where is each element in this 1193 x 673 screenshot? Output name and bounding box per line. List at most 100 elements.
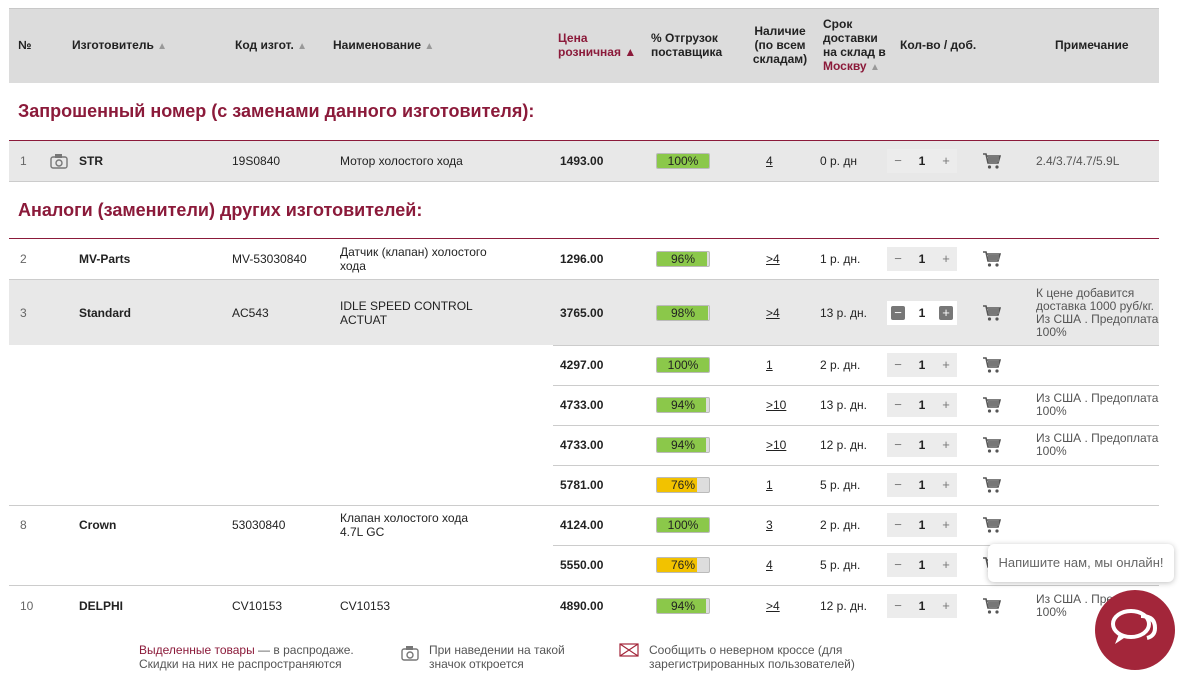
qty-plus-button[interactable]: + (942, 437, 950, 452)
row-number: 10 (20, 599, 34, 613)
qty-minus-button[interactable]: − (894, 153, 902, 168)
qty-plus-button[interactable]: + (942, 517, 950, 532)
header-code[interactable]: Код изгот. ▲ (235, 38, 307, 54)
manufacturer-code: MV-53030840 (232, 252, 307, 266)
add-to-cart-icon[interactable] (982, 304, 1002, 322)
row-divider (553, 345, 1159, 346)
qty-minus-button[interactable]: − (894, 557, 902, 572)
header-avail-l3: складам) (752, 52, 808, 66)
footer-sale-rest: — в распродаже. (254, 643, 354, 657)
note-l1: Из США . Предоплата (1036, 391, 1159, 405)
qty-value[interactable]: 1 (918, 154, 926, 168)
add-to-cart-icon[interactable] (982, 516, 1002, 534)
availability-link[interactable]: >4 (766, 305, 780, 320)
header-shipment: % Отгрузок поставщика (651, 31, 722, 59)
availability-link[interactable]: >4 (766, 599, 780, 613)
chat-bubble[interactable]: Напишите нам, мы онлайн! (988, 544, 1174, 582)
qty-plus-button[interactable]: + (942, 397, 950, 412)
price: 4124.00 (560, 518, 604, 532)
delivery-time: 1 р. дн. (820, 252, 861, 266)
qty-plus-button[interactable]: + (942, 598, 950, 613)
qty-minus-button[interactable]: − (894, 598, 902, 613)
chat-button[interactable] (1095, 590, 1175, 670)
availability-link[interactable]: >4 (766, 252, 780, 266)
header-qty: Кол-во / доб. (900, 38, 977, 52)
header-delivery[interactable]: Срок доставки на склад в Москву ▲ (823, 17, 886, 75)
quantity-stepper[interactable]: − 1 + (887, 594, 957, 618)
row-note: 2.4/3.7/4.7/5.9L (1036, 153, 1159, 168)
availability-link[interactable]: 1 (766, 358, 773, 372)
note-l1: Из США . Предоплата (1036, 431, 1159, 445)
qty-plus-button[interactable]: + (942, 557, 950, 572)
quantity-stepper[interactable]: − 1 + (887, 433, 957, 457)
qty-value[interactable]: 1 (918, 398, 926, 412)
price: 5550.00 (560, 558, 604, 572)
availability-link[interactable]: 4 (766, 558, 773, 572)
qty-value[interactable]: 1 (918, 305, 926, 320)
add-to-cart-icon[interactable] (982, 152, 1002, 170)
qty-plus-button[interactable]: + (942, 477, 950, 492)
table-header (9, 9, 1159, 83)
quantity-stepper[interactable]: − 1 + (887, 473, 957, 497)
qty-minus-button[interactable]: − (894, 251, 902, 266)
qty-minus-button[interactable]: − (894, 397, 902, 412)
quantity-stepper[interactable]: − 1 + (887, 513, 957, 537)
camera-icon[interactable] (50, 153, 68, 172)
add-to-cart-icon[interactable] (982, 250, 1002, 268)
qty-minus-button[interactable]: − (891, 305, 905, 320)
qty-minus-button[interactable]: − (894, 477, 902, 492)
qty-plus-button[interactable]: + (942, 357, 950, 372)
qty-value[interactable]: 1 (918, 438, 926, 452)
header-name[interactable]: Наименование ▲ (333, 38, 434, 54)
qty-plus-button[interactable]: + (942, 153, 950, 168)
footer-report-note[interactable]: Сообщить о неверном кроссе (для зарегистр… (649, 643, 855, 671)
header-avail-l1: Наличие (754, 24, 806, 38)
qty-plus-button[interactable]: + (939, 305, 953, 320)
availability-link[interactable]: >10 (766, 438, 787, 452)
section-divider (9, 238, 1159, 239)
qty-value[interactable]: 1 (918, 558, 926, 572)
row-note: Из США . Предоплата 100% (1036, 432, 1159, 458)
quantity-stepper[interactable]: − 1 + (887, 353, 957, 377)
qty-value[interactable]: 1 (918, 478, 926, 492)
part-name-l1: Датчик (клапан) холостого (340, 245, 487, 259)
note-l1: 2.4/3.7/4.7/5.9L (1036, 153, 1120, 168)
shipment-bar-fill (657, 558, 697, 572)
qty-minus-button[interactable]: − (894, 437, 902, 452)
qty-value[interactable]: 1 (918, 252, 926, 266)
qty-value[interactable]: 1 (918, 358, 926, 372)
availability-link[interactable]: >10 (766, 398, 787, 412)
quantity-stepper[interactable]: −1 + (887, 300, 957, 325)
shipment-bar-fill (657, 154, 709, 168)
qty-value[interactable]: 1 (918, 518, 926, 532)
header-price[interactable]: Цена розничная ▲ (558, 31, 636, 59)
row-note: Из США . Предоплата 100% (1036, 392, 1159, 418)
qty-minus-button[interactable]: − (894, 517, 902, 532)
quantity-stepper[interactable]: − 1 + (887, 393, 957, 417)
shipment-bar: 94% (656, 598, 710, 614)
add-to-cart-icon[interactable] (982, 356, 1002, 374)
qty-minus-button[interactable]: − (894, 357, 902, 372)
availability-link[interactable]: 1 (766, 478, 773, 492)
quantity-stepper[interactable]: − 1 + (887, 247, 957, 271)
shipment-bar: 100% (656, 357, 710, 373)
qty-plus-button[interactable]: + (942, 251, 950, 266)
availability-link[interactable]: 4 (766, 154, 773, 168)
quantity-stepper[interactable]: − 1 + (887, 149, 957, 173)
part-name: Датчик (клапан) холостого хода (340, 245, 500, 273)
add-to-cart-icon[interactable] (982, 436, 1002, 454)
quantity-stepper[interactable]: − 1 + (887, 553, 957, 577)
row-divider (9, 505, 1159, 506)
qty-value[interactable]: 1 (918, 599, 926, 613)
part-name-l2: 4.7L GC (340, 525, 385, 539)
add-to-cart-icon[interactable] (982, 476, 1002, 494)
footer-camera-l2: значок откроется (429, 657, 524, 671)
part-name: Мотор холостого хода (340, 154, 500, 168)
availability-link[interactable]: 3 (766, 518, 773, 532)
shipment-percent: 98% (670, 305, 696, 320)
header-manufacturer[interactable]: Изготовитель ▲ (72, 38, 167, 54)
note-l2: 100% (1036, 605, 1067, 619)
add-to-cart-icon[interactable] (982, 396, 1002, 414)
add-to-cart-icon[interactable] (982, 597, 1002, 615)
header-avail-l2: (по всем (754, 38, 806, 52)
